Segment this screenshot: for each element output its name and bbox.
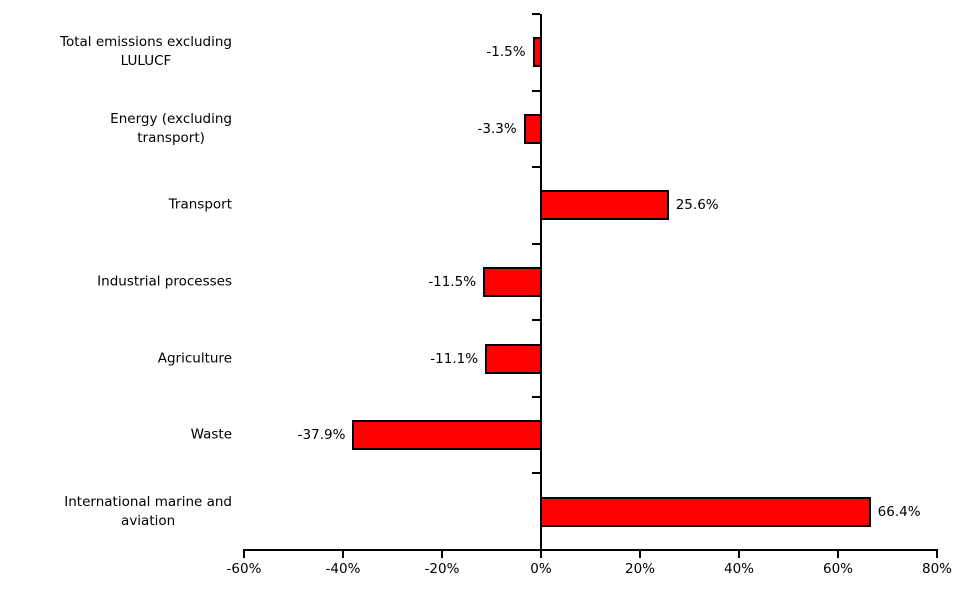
bar-value-label: -11.1%	[430, 350, 479, 367]
x-axis-tick-label: -20%	[424, 561, 460, 577]
x-axis-tick	[837, 550, 839, 558]
category-label: Energy (excluding transport)	[110, 110, 232, 146]
bar-energy-excluding-transport	[523, 113, 542, 144]
bar-value-label: -37.9%	[297, 427, 346, 444]
x-axis-tick	[936, 550, 938, 558]
x-axis-tick-label: 80%	[921, 561, 953, 577]
bar-waste	[352, 420, 542, 451]
y-axis-tick	[532, 319, 540, 322]
x-axis-tick-label: 40%	[723, 561, 755, 577]
x-axis-tick-label: 20%	[624, 561, 656, 577]
category-label: Agriculture	[157, 350, 232, 367]
x-axis-tick	[540, 550, 542, 558]
y-axis-tick	[532, 13, 540, 15]
category-label: Industrial processes	[97, 273, 232, 290]
y-axis-tick	[532, 472, 540, 475]
y-axis-tick	[532, 395, 540, 398]
category-label: Transport	[168, 196, 232, 213]
x-axis-tick-label: 0%	[530, 561, 552, 577]
bar-value-label: -1.5%	[486, 44, 526, 61]
x-axis-line	[243, 549, 938, 551]
x-axis-tick	[738, 550, 740, 558]
bar-value-label: -3.3%	[477, 120, 517, 137]
bar-industrial-processes	[483, 267, 542, 297]
bar-agriculture	[485, 343, 542, 374]
bar-value-label: 66.4%	[877, 503, 921, 520]
x-axis-tick	[639, 550, 641, 558]
category-label: Total emissions excluding LULUCF	[60, 34, 232, 70]
bar-international-marine-and-aviation	[540, 496, 871, 527]
bar-value-label: -11.5%	[428, 274, 477, 290]
y-axis-tick	[532, 89, 540, 92]
x-axis-tick-label: -60%	[226, 561, 262, 577]
y-axis-tick	[532, 166, 540, 169]
x-axis-tick-label: -40%	[325, 561, 361, 577]
x-axis-tick	[243, 550, 245, 558]
bar-value-label: 25.6%	[675, 197, 719, 214]
y-axis-tick	[532, 242, 540, 245]
x-axis-tick	[441, 550, 443, 558]
bar-transport	[540, 190, 669, 221]
x-axis-tick-label: 60%	[822, 561, 854, 577]
category-label: Waste	[190, 426, 232, 443]
category-label: International marine and aviation	[64, 493, 232, 529]
bar-total-emissions-excluding-lulucf	[532, 37, 542, 68]
x-axis-tick	[342, 550, 344, 558]
